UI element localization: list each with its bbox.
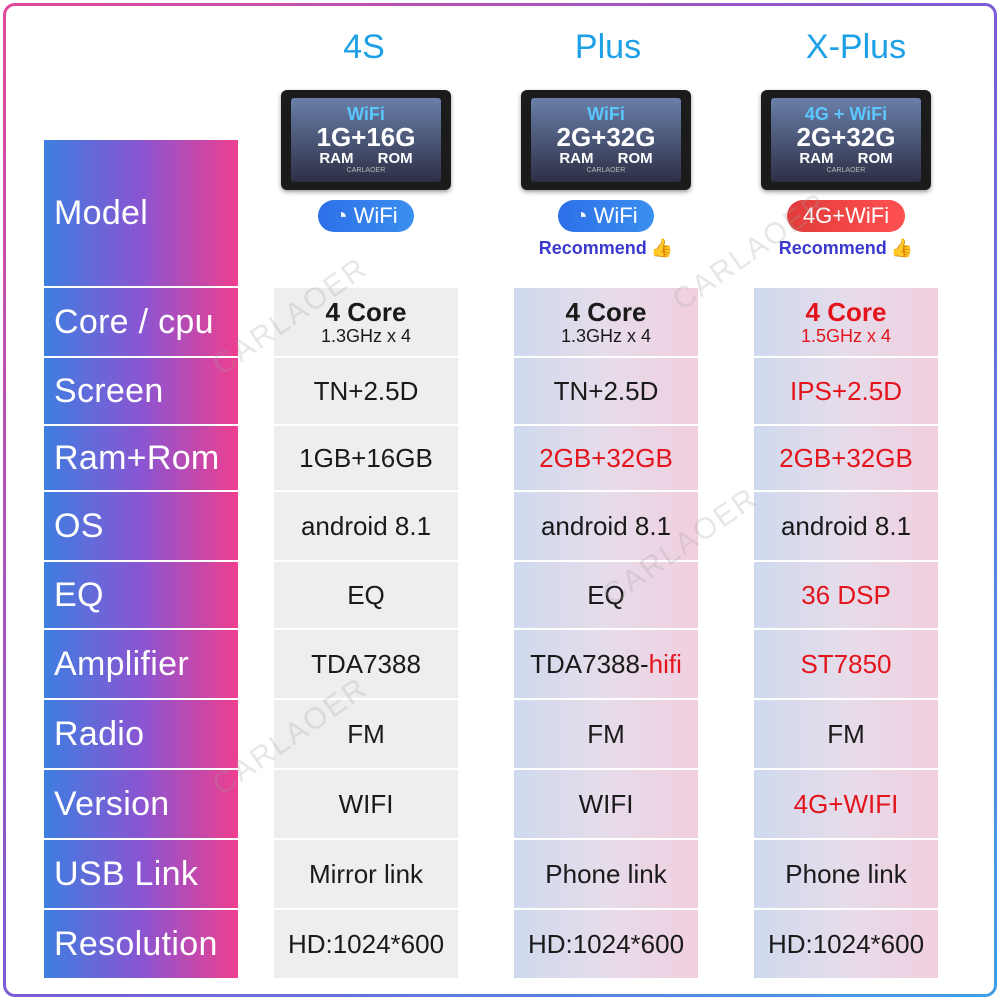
version-cell: 4G+WIFI <box>754 770 938 838</box>
resolution-cell: HD:1024*600 <box>754 910 938 978</box>
eq-cell: 36 DSP <box>754 562 938 628</box>
row-label-amplifier: Amplifier <box>44 630 238 698</box>
wifi-icon: ◔ <box>334 203 348 228</box>
usb-link-cell: Phone link <box>514 840 698 908</box>
screen-type-cell: TN+2.5D <box>514 358 698 424</box>
cpu-speed: 1.3GHz x 4 <box>320 326 412 346</box>
row-label-os: OS <box>44 492 238 560</box>
screen-ram-text: RAM <box>319 150 354 167</box>
amplifier-text: TDA7388 <box>311 648 421 679</box>
resolution-cell: HD:1024*600 <box>514 910 698 978</box>
head-unit-image: 4G + WiFi 2G+32G RAM ROM CARLAOER <box>761 90 931 190</box>
row-label-screen: Screen <box>44 358 238 424</box>
wifi-badge: ◔ WiFi <box>318 200 414 232</box>
os-cell: android 8.1 <box>514 492 698 560</box>
resolution-cell: HD:1024*600 <box>274 910 458 978</box>
row-label-usb-link: USB Link <box>44 840 238 908</box>
screen-memory-text: 1G+16G <box>316 122 416 152</box>
row-label-core: Core / cpu <box>44 288 238 356</box>
ram-rom-cell: 2GB+32GB <box>514 426 698 490</box>
eq-cell: EQ <box>514 562 698 628</box>
thumbs-up-icon: 👍 <box>890 238 914 258</box>
ram-rom-cell: 2GB+32GB <box>754 426 938 490</box>
screen-brand-text: CARLAOER <box>826 167 866 174</box>
row-label-model: Model <box>44 140 238 286</box>
screen-rom-text: ROM <box>377 150 413 167</box>
radio-cell: FM <box>274 700 458 768</box>
4g-wifi-badge: 4G+WiFi <box>786 200 906 232</box>
column-title-xplus: X-Plus <box>805 28 907 66</box>
core-count: 4 Core <box>805 297 887 327</box>
screen-brand-text: CARLAOER <box>346 167 386 174</box>
column-title-plus: Plus <box>574 28 642 66</box>
amplifier-cell: ST7850 <box>754 630 938 698</box>
version-cell: WIFI <box>274 770 458 838</box>
model-cell: WiFi 2G+32G RAM ROM CARLAOER ◔ WiFi Recom… <box>514 90 698 284</box>
wifi-badge: ◔ WiFi <box>558 200 654 232</box>
recommend-label: Recommend <box>778 238 887 258</box>
screen-type-cell: TN+2.5D <box>274 358 458 424</box>
core-cell: 4 Core 1.3GHz x 4 <box>274 288 458 356</box>
row-label-radio: Radio <box>44 700 238 768</box>
core-count: 4 Core <box>565 297 647 327</box>
amplifier-text: TDA7388- <box>530 648 649 679</box>
cpu-speed: 1.3GHz x 4 <box>560 326 652 346</box>
thumbs-up-icon: 👍 <box>650 238 674 258</box>
amplifier-cell: TDA7388- hifi <box>514 630 698 698</box>
head-unit-image: WiFi 2G+32G RAM ROM CARLAOER <box>521 90 691 190</box>
screen-rom-text: ROM <box>857 150 893 167</box>
row-label-resolution: Resolution <box>44 910 238 978</box>
screen-memory-text: 2G+32G <box>556 122 656 152</box>
screen-type-cell: IPS+2.5D <box>754 358 938 424</box>
amplifier-cell: TDA7388 <box>274 630 458 698</box>
core-count: 4 Core <box>325 297 407 327</box>
screen-rom-text: ROM <box>617 150 653 167</box>
core-cell: 4 Core 1.3GHz x 4 <box>514 288 698 356</box>
recommend-tag: Recommend 👍 <box>779 238 913 259</box>
usb-link-cell: Phone link <box>754 840 938 908</box>
version-cell: WIFI <box>514 770 698 838</box>
amplifier-hifi-text: hifi <box>648 648 682 679</box>
eq-cell: EQ <box>274 562 458 628</box>
row-label-ram-rom: Ram+Rom <box>44 426 238 490</box>
cpu-speed: 1.5GHz x 4 <box>800 326 892 346</box>
4g-wifi-badge-label: 4G+WiFi <box>802 203 890 228</box>
head-unit-image: WiFi 1G+16G RAM ROM CARLAOER <box>281 90 451 190</box>
model-cell: 4G + WiFi 2G+32G RAM ROM CARLAOER 4G+WiF… <box>754 90 938 284</box>
screen-memory-text: 2G+32G <box>796 122 896 152</box>
os-cell: android 8.1 <box>274 492 458 560</box>
usb-link-cell: Mirror link <box>274 840 458 908</box>
screen-wifi-text: WiFi <box>587 104 625 124</box>
row-label-version: Version <box>44 770 238 838</box>
screen-wifi-text: WiFi <box>347 104 385 124</box>
radio-cell: FM <box>514 700 698 768</box>
row-label-eq: EQ <box>44 562 238 628</box>
radio-cell: FM <box>754 700 938 768</box>
recommend-tag: Recommend 👍 <box>539 238 673 259</box>
amplifier-text: ST7850 <box>800 648 892 679</box>
wifi-badge-label: WiFi <box>353 203 398 228</box>
column-title-4s: 4S <box>343 28 385 66</box>
screen-ram-text: RAM <box>799 150 834 167</box>
screen-brand-text: CARLAOER <box>586 167 626 174</box>
screen-ram-text: RAM <box>559 150 594 167</box>
os-cell: android 8.1 <box>754 492 938 560</box>
ram-rom-cell: 1GB+16GB <box>274 426 458 490</box>
wifi-badge-label: WiFi <box>593 203 638 228</box>
core-cell: 4 Core 1.5GHz x 4 <box>754 288 938 356</box>
wifi-icon: ◔ <box>574 203 588 228</box>
recommend-label: Recommend <box>538 238 647 258</box>
model-cell: WiFi 1G+16G RAM ROM CARLAOER ◔ WiFi <box>274 90 458 284</box>
screen-wifi-text: 4G + WiFi <box>804 104 888 124</box>
